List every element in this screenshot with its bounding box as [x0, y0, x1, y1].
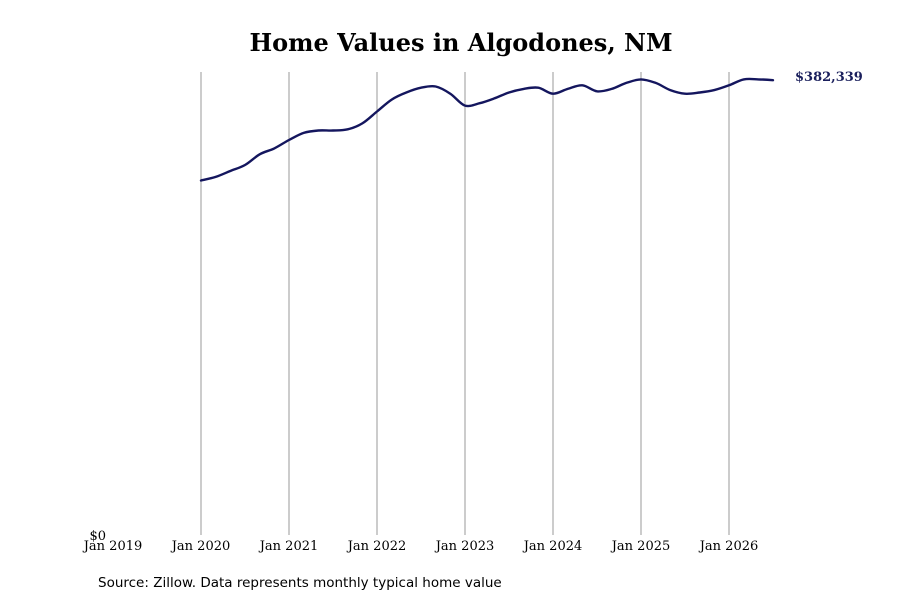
end-value-label: $382,339 [795, 70, 863, 85]
x-tick-label: Jan 2019 [82, 539, 143, 554]
x-tick-label: Jan 2025 [610, 539, 671, 554]
x-tick-label: Jan 2023 [434, 539, 495, 554]
tick-layer: Jan 2019 Jan 2020 Jan 2021 Jan 2022 Jan 2023… [82, 539, 759, 554]
x-tick-label: Jan 2021 [258, 539, 319, 554]
series-layer [199, 77, 775, 182]
x-tick-label: Jan 2026 [698, 539, 759, 554]
chart-title: Home Values in Algodones, NM [249, 28, 672, 57]
series-line-0 [199, 77, 775, 182]
y-zero-label: $0 [89, 529, 106, 544]
x-tick-label: Jan 2020 [170, 539, 231, 554]
source-note: Source: Zillow. Data represents monthly … [98, 575, 502, 591]
grid-layer [200, 72, 730, 535]
x-tick-label: Jan 2024 [522, 539, 583, 554]
x-tick-label: Jan 2022 [346, 539, 407, 554]
